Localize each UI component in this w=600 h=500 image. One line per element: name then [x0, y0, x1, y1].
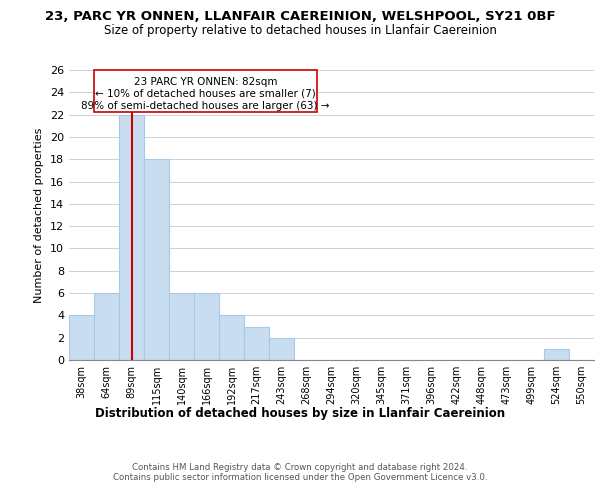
Bar	[244, 326, 269, 360]
Text: ← 10% of detached houses are smaller (7): ← 10% of detached houses are smaller (7)	[95, 89, 316, 99]
Text: Contains HM Land Registry data © Crown copyright and database right 2024.
Contai: Contains HM Land Registry data © Crown c…	[113, 463, 487, 482]
Bar	[269, 338, 294, 360]
Text: 23 PARC YR ONNEN: 82sqm: 23 PARC YR ONNEN: 82sqm	[133, 76, 277, 86]
Bar	[544, 349, 569, 360]
Bar	[94, 70, 317, 112]
Bar	[69, 316, 94, 360]
Bar	[169, 293, 194, 360]
Bar	[94, 293, 119, 360]
Bar	[119, 114, 144, 360]
Text: 89% of semi-detached houses are larger (63) →: 89% of semi-detached houses are larger (…	[81, 101, 329, 111]
Y-axis label: Number of detached properties: Number of detached properties	[34, 128, 44, 302]
Text: 23, PARC YR ONNEN, LLANFAIR CAEREINION, WELSHPOOL, SY21 0BF: 23, PARC YR ONNEN, LLANFAIR CAEREINION, …	[44, 10, 556, 23]
Text: Size of property relative to detached houses in Llanfair Caereinion: Size of property relative to detached ho…	[104, 24, 496, 37]
Bar	[194, 293, 219, 360]
Bar	[144, 159, 169, 360]
Text: Distribution of detached houses by size in Llanfair Caereinion: Distribution of detached houses by size …	[95, 408, 505, 420]
Bar	[219, 316, 244, 360]
